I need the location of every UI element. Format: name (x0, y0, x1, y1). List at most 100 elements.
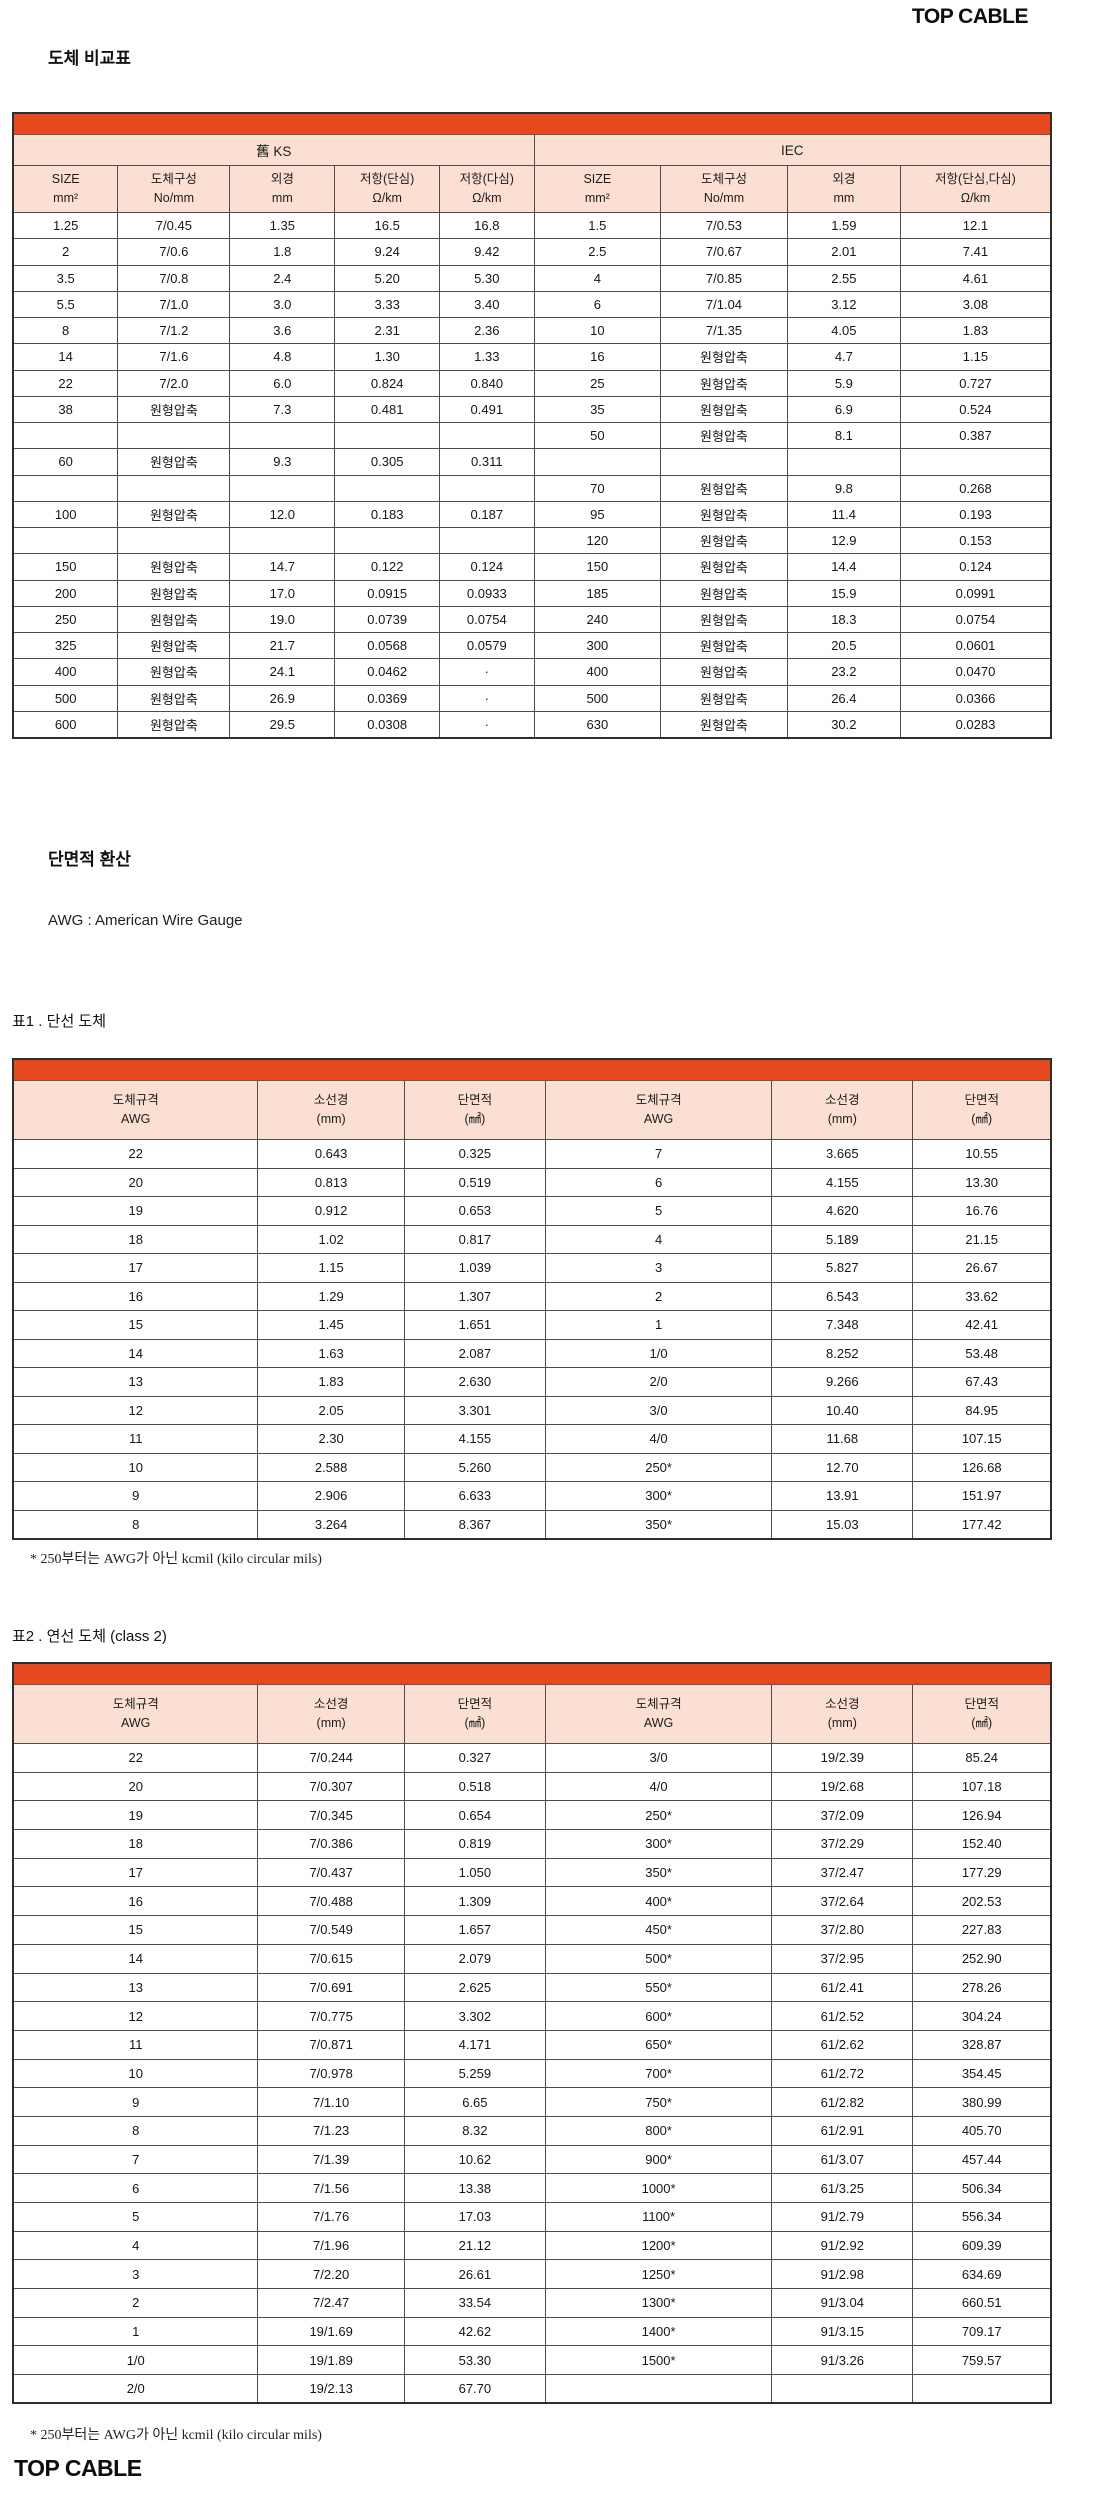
table-cell: 원형압축 (660, 579, 788, 607)
table-cell: 원형압축 (660, 658, 788, 686)
table-cell: 10 (533, 316, 662, 345)
table-cell: 0.193 (899, 500, 1052, 529)
table-cell: 3.0 (229, 290, 336, 319)
table-cell: 0.643 (257, 1139, 405, 1169)
table-cell: 200 (12, 579, 119, 607)
table-cell: 7/0.67 (660, 238, 788, 266)
table-row: 22 7/2.0 6.0 0.824 0.840 25 원형압축 5.9 0.727 (12, 369, 1052, 397)
col-header-unit: Ω/km (472, 190, 502, 205)
table-cell: 0.153 (899, 526, 1052, 555)
table-cell: 107.15 (912, 1424, 1052, 1454)
table-cell: 0.0283 (899, 710, 1052, 739)
table-row: 5.5 7/1.0 3.0 3.33 3.40 6 7/1.04 3.12 3.08 (12, 290, 1052, 319)
col-header-unit: mm (271, 190, 293, 205)
table-cell: 0.325 (403, 1139, 546, 1169)
accent-bar-cell (12, 1662, 1052, 1685)
table-cell: 7/1.04 (660, 290, 788, 319)
table-row: 20 0.813 0.519 6 4.155 13.30 (12, 1167, 1052, 1197)
table-cell: 0.654 (403, 1800, 546, 1831)
table-cell: 1.33 (439, 343, 535, 371)
table-cell: 6.543 (771, 1281, 914, 1311)
table-cell: 304.24 (912, 2001, 1052, 2031)
table-cell (334, 421, 441, 450)
table-cell: 7/1.96 (257, 2230, 405, 2261)
table-row: 400 원형압축 24.1 0.0462 · 400 원형압축 23.2 0.0470 (12, 658, 1052, 686)
table-cell: 7/1.23 (257, 2115, 405, 2146)
table-cell: 6.633 (403, 1481, 546, 1511)
col-header-area-left: 단면적 (㎟) (403, 1684, 546, 1744)
table-cell: 7.3 (229, 395, 336, 424)
col-header-unit: (mm) (316, 1111, 346, 1126)
col-header-label: 외경 (832, 171, 856, 186)
table-cell: 1.657 (403, 1915, 546, 1945)
table-cell: 1.45 (257, 1310, 405, 1340)
table-cell: 1.651 (403, 1310, 546, 1340)
col-header-awg-right: 도체규격 AWG (544, 1684, 773, 1744)
table-cell: 22 (12, 369, 119, 397)
table-row: 4 7/1.96 21.12 1200* 91/2.92 609.39 (12, 2230, 1052, 2261)
table-cell: 4.155 (403, 1424, 546, 1454)
table-cell (12, 421, 119, 450)
table-cell: 120 (533, 526, 662, 555)
table-cell: 0.0915 (334, 579, 441, 607)
table-cell: 1.307 (403, 1281, 546, 1311)
table-cell: · (439, 684, 535, 712)
table-cell: 700* (544, 2058, 773, 2089)
table-cell: 0.327 (403, 1743, 546, 1773)
table-cell: 17.03 (403, 2202, 546, 2232)
table-cell: 227.83 (912, 1915, 1052, 1945)
table-row: 8 7/1.2 3.6 2.31 2.36 10 7/1.35 4.05 1.83 (12, 316, 1052, 345)
table-cell: 25 (533, 369, 662, 397)
table-cell: 37/2.29 (771, 1829, 914, 1859)
table-cell: 600* (544, 2001, 773, 2031)
table-cell: 300* (544, 1481, 773, 1511)
table-cell: 7/0.386 (257, 1829, 405, 1859)
stranded-conductor-table: 도체규격 AWG 소선경 (mm) 단면적 (㎟) 도체규격 AWG 소선경 (mm) 단… (12, 1662, 1052, 2405)
col-header-unit: AWG (643, 1111, 674, 1126)
table-cell: 9 (12, 1481, 259, 1511)
table-cell: 4.620 (771, 1196, 914, 1226)
col-header-iec-od: 외경 mm (786, 165, 901, 213)
table-cell: 7/1.76 (257, 2202, 405, 2232)
table-row: 100 원형압축 12.0 0.183 0.187 95 원형압축 11.4 0.193 (12, 500, 1052, 529)
table-cell (12, 474, 119, 502)
table-cell: 61/2.72 (771, 2058, 914, 2089)
table-cell: 300 (533, 631, 662, 660)
table-cell: 10.62 (403, 2144, 546, 2175)
table-row: 22 7/0.244 0.327 3/0 19/2.39 85.24 (12, 1743, 1052, 1773)
table-cell: 0.0933 (439, 579, 535, 607)
table-cell: 2.588 (257, 1452, 405, 1482)
table-row: 1.25 7/0.45 1.35 16.5 16.8 1.5 7/0.53 1.59 12.1 (12, 211, 1052, 240)
col-header-unit: (mm) (316, 1715, 346, 1730)
table-cell: 4.8 (229, 343, 336, 371)
table-cell: 0.124 (439, 553, 535, 581)
table-cell: 7/0.85 (660, 264, 788, 292)
table-cell: 650* (544, 2029, 773, 2060)
table-cell: 91/2.92 (771, 2230, 914, 2261)
table-cell: 원형압축 (660, 500, 788, 529)
table-row: 2/0 19/2.13 67.70 (12, 2374, 1052, 2404)
table-cell: 9.3 (229, 448, 336, 476)
table-cell: 250 (12, 605, 119, 634)
table-cell (439, 526, 535, 555)
table-cell: 10.55 (912, 1139, 1052, 1169)
conductor-comparison-table: 舊 KS IEC SIZE mm² 도체구성 No/mm 외경 mm 저항(단심) Ω/… (12, 112, 1052, 739)
table-row: 17 7/0.437 1.050 350* 37/2.47 177.29 (12, 1857, 1052, 1888)
table-cell: 7/0.549 (257, 1915, 405, 1945)
table-cell: 19/2.68 (771, 1771, 914, 1802)
table-cell: 4 (533, 264, 662, 292)
table-cell: 2.625 (403, 1972, 546, 2003)
col-header-label: 저항(단심) (360, 171, 415, 186)
col-header-label: 도체규격 (635, 1696, 682, 1711)
table-cell: 4/0 (544, 1771, 773, 1802)
table-cell: 19.0 (229, 605, 336, 634)
comparison-table-body: 1.25 7/0.45 1.35 16.5 16.8 1.5 7/0.53 1.59 12.1 2… (12, 211, 1052, 739)
table-cell: 9.24 (334, 238, 441, 266)
top-cable-logo: TOP CABLE (911, 5, 1029, 28)
table-cell: 2.906 (257, 1481, 405, 1511)
table-cell: 원형압축 (660, 553, 788, 581)
bottom-cable-logo: TOP CABLE (14, 2455, 142, 2481)
table-row: 6 7/1.56 13.38 1000* 61/3.25 506.34 (12, 2173, 1052, 2203)
col-header-label: 도체규격 (112, 1092, 159, 1107)
